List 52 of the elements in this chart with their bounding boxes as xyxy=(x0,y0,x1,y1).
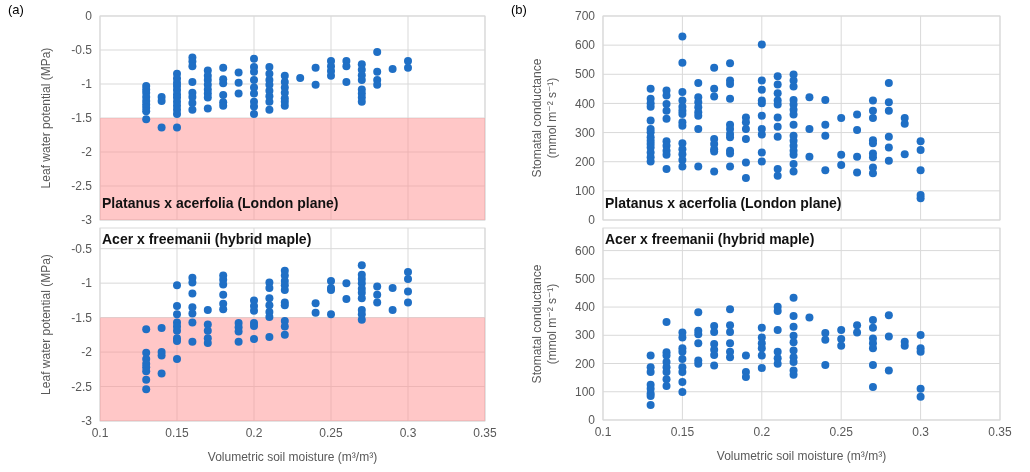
y-tick-label: 100 xyxy=(574,184,596,199)
text: (a) xyxy=(8,2,24,17)
x-axis-title: Volumetric soil moisture (m³/m³) xyxy=(716,449,887,463)
y-tick-label: -2.5 xyxy=(71,379,93,394)
y-tick-label: 300 xyxy=(574,125,596,140)
y-tick-label: 200 xyxy=(574,356,596,371)
y-tick-label: 100 xyxy=(574,384,596,399)
y-tick-label: -0.5 xyxy=(71,241,93,256)
annotation: Platanus x acerfolia (London plane) xyxy=(605,195,842,211)
y-tick-label: 500 xyxy=(574,67,596,82)
y-tick-label: 400 xyxy=(574,300,596,315)
x-tick-label: 0.25 xyxy=(829,425,854,439)
y-tick-label: -2.5 xyxy=(71,179,93,194)
y-tick-label: 0 xyxy=(588,413,596,428)
y-tick-label: -2 xyxy=(81,145,93,160)
x-tick-label: 0.1 xyxy=(91,426,109,440)
x-tick-label: 0.2 xyxy=(753,425,771,439)
y-tick-label: 400 xyxy=(574,96,596,111)
y-tick-label: 0 xyxy=(588,213,596,228)
y-tick-label: -1 xyxy=(81,276,93,291)
y-tick-label: -3 xyxy=(81,213,93,228)
x-tick-label: 0.35 xyxy=(988,425,1012,439)
y-tick-label: -0.5 xyxy=(71,43,93,58)
annotation: Acer x freemanii (hybrid maple) xyxy=(605,231,815,247)
annotation: Acer x freemanii (hybrid maple) xyxy=(102,231,312,247)
annotation: Platanus x acerfolia (London plane) xyxy=(102,195,339,211)
x-tick-label: 0.1 xyxy=(594,425,612,439)
x-tick-label: 0.2 xyxy=(245,426,263,440)
y-tick-label: 300 xyxy=(574,328,596,343)
y-tick-label: -3 xyxy=(81,414,93,429)
x-tick-label: 0.3 xyxy=(912,425,930,439)
y-tick-label: -1 xyxy=(81,77,93,92)
x-tick-label: 0.15 xyxy=(165,426,189,440)
x-tick-label: 0.15 xyxy=(670,425,695,439)
y-tick-label: 700 xyxy=(574,9,596,24)
y-tick-label: 0 xyxy=(85,9,93,24)
y-tick-label: 500 xyxy=(574,272,596,287)
y-tick-label: -1.5 xyxy=(71,111,93,126)
x-tick-label: 0.35 xyxy=(473,426,497,440)
text: (b) xyxy=(511,2,527,17)
x-tick-label: 0.25 xyxy=(319,426,343,440)
y-tick-label: -1.5 xyxy=(71,310,93,325)
y-axis-title: Leaf water potential (MPa) xyxy=(39,47,53,189)
y-tick-label: 200 xyxy=(574,154,596,169)
y-tick-label: -2 xyxy=(81,345,93,360)
y-tick-label: 600 xyxy=(574,38,596,53)
x-tick-label: 0.3 xyxy=(399,426,417,440)
y-tick-label: 600 xyxy=(574,243,596,258)
x-axis-title: Volumetric soil moisture (m³/m³) xyxy=(207,450,378,464)
y-axis-title: Leaf water potential (MPa) xyxy=(39,254,53,395)
y-axis-title: Stomatal conductance (mmol m⁻² s⁻¹) xyxy=(530,58,559,178)
y-axis-title: Stomatal conductance (mmol m⁻² s⁻¹) xyxy=(530,264,559,384)
